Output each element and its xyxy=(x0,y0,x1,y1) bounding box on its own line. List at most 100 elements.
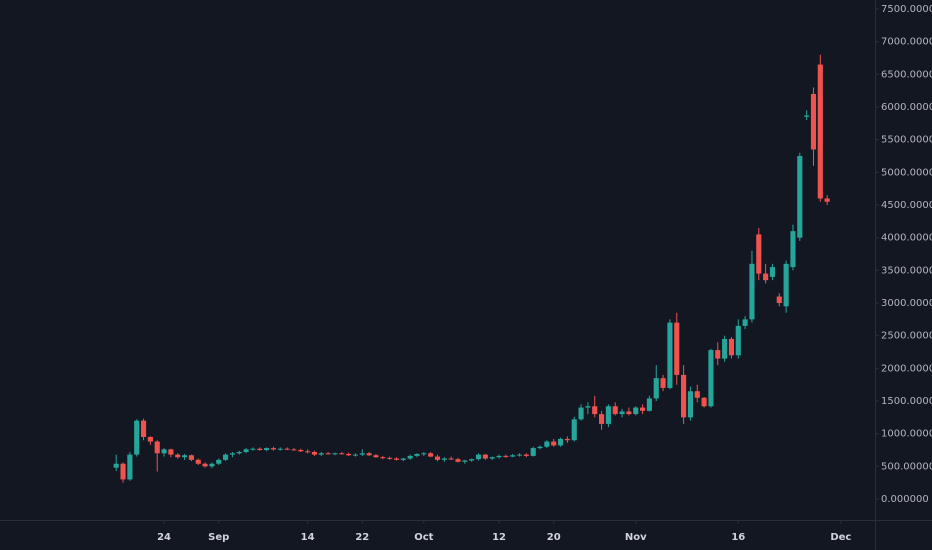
candle-body xyxy=(482,454,488,459)
candle-body xyxy=(756,234,762,274)
y-tick-label: 2000.000000 xyxy=(881,363,932,374)
candle-body xyxy=(810,93,817,150)
candle-body xyxy=(776,296,782,304)
candle-body xyxy=(619,411,625,415)
candle-body xyxy=(434,456,441,460)
candle-body xyxy=(578,407,584,420)
candle-body xyxy=(455,459,461,462)
candle-body xyxy=(769,267,776,277)
candle-body xyxy=(489,457,495,459)
y-tick-label: 2500.000000 xyxy=(881,331,932,342)
x-tick-label: 14 xyxy=(301,532,315,543)
candle-body xyxy=(510,455,516,457)
x-tick-label: 16 xyxy=(731,532,745,543)
candle-body xyxy=(701,397,707,407)
candle-body xyxy=(667,322,673,388)
candle-body xyxy=(147,436,153,442)
candle-body xyxy=(523,454,529,456)
candle-body xyxy=(346,453,352,456)
candle-body xyxy=(633,407,639,415)
candle-body xyxy=(325,453,331,455)
candle-body xyxy=(311,451,318,455)
candle-body xyxy=(653,378,659,399)
candle-body xyxy=(339,453,345,455)
x-tick-label: Oct xyxy=(414,532,433,543)
y-tick-label: 1500.000000 xyxy=(881,396,932,407)
candle-body xyxy=(790,231,796,268)
candle-body xyxy=(332,453,338,455)
candle-body xyxy=(722,338,728,359)
candle-body xyxy=(817,64,823,199)
candle-body xyxy=(797,156,803,238)
candle-body xyxy=(407,455,413,459)
candle-body xyxy=(592,406,598,415)
candle-body xyxy=(715,350,721,359)
candle-body xyxy=(154,441,160,454)
candle-body xyxy=(182,455,188,458)
candle-body xyxy=(503,455,509,457)
candle-body xyxy=(571,419,577,441)
candle-body xyxy=(264,448,270,451)
candle-body xyxy=(421,453,427,455)
candle-body xyxy=(359,453,365,455)
candle-body xyxy=(530,448,536,456)
candle-body xyxy=(585,406,591,408)
y-tick-label: 3000.000000 xyxy=(881,298,932,309)
x-tick-label: 24 xyxy=(157,532,171,543)
y-tick-label: 6000.000000 xyxy=(881,102,932,113)
candle-body xyxy=(612,406,618,415)
candle-body xyxy=(694,391,700,398)
y-tick-label: 7500.000000 xyxy=(881,4,932,15)
x-tick-label: Dec xyxy=(830,532,851,543)
candle-body xyxy=(387,457,393,459)
candle-body xyxy=(414,453,420,456)
candle-body xyxy=(551,441,557,446)
y-tick-label: 5500.000000 xyxy=(881,135,932,146)
candle-body xyxy=(161,449,167,454)
candle-body xyxy=(783,263,789,307)
candle-body xyxy=(113,463,119,468)
candle-body xyxy=(475,454,482,460)
candle-body xyxy=(188,455,194,460)
candle-body xyxy=(277,448,283,450)
x-tick-label: Sep xyxy=(208,532,229,543)
candle-body xyxy=(674,322,680,375)
candle-body xyxy=(140,420,147,437)
candle-body xyxy=(229,453,235,455)
candle-body xyxy=(763,273,769,281)
candle-body xyxy=(708,350,714,407)
y-tick-label: 0.000000 xyxy=(881,494,929,505)
candle-body xyxy=(236,451,242,454)
y-tick-label: 4500.000000 xyxy=(881,200,932,211)
candle-body xyxy=(216,459,222,464)
candle-body xyxy=(660,378,666,388)
candle-body xyxy=(223,454,229,460)
x-tick-label: Nov xyxy=(625,532,647,543)
candle-body xyxy=(544,441,550,447)
candle-body xyxy=(749,263,755,320)
candle-body xyxy=(469,459,475,461)
candle-body xyxy=(250,448,256,450)
candle-body xyxy=(393,458,400,460)
candle-body xyxy=(428,453,434,457)
candle-body xyxy=(168,449,174,455)
y-tick-label: 4000.000000 xyxy=(881,233,932,244)
candle-body xyxy=(557,438,564,446)
candle-body xyxy=(318,453,324,455)
candle-body xyxy=(605,406,611,424)
candle-body xyxy=(537,446,543,449)
candle-body xyxy=(824,198,830,202)
candle-body xyxy=(291,449,297,451)
candle-body xyxy=(448,458,454,460)
candle-body xyxy=(120,463,126,480)
candle-body xyxy=(175,454,181,458)
y-tick-label: 1000.000000 xyxy=(881,429,932,440)
candle-body xyxy=(373,455,379,458)
candle-body xyxy=(134,420,140,455)
y-tick-label: 3500.000000 xyxy=(881,265,932,276)
candle-body xyxy=(462,460,468,462)
candle-body xyxy=(127,454,133,480)
candle-body xyxy=(598,414,605,424)
